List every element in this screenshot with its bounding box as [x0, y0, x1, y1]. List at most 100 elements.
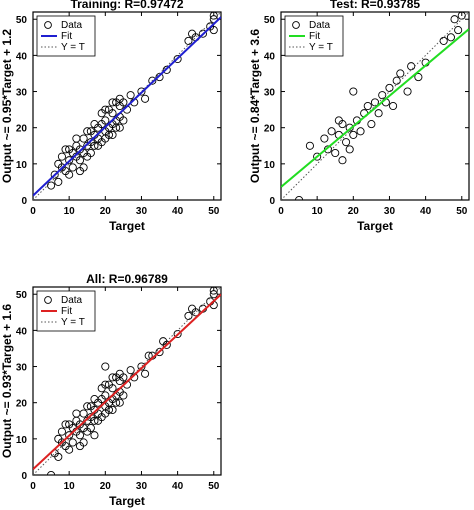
identity-line: [33, 287, 221, 475]
data-point: [101, 362, 110, 371]
data-point: [97, 109, 106, 118]
y-tick-label: 50: [16, 290, 28, 301]
legend-label: Fit: [309, 31, 320, 42]
data-point: [108, 130, 117, 139]
x-tick-label: 10: [64, 481, 76, 492]
data-point: [338, 156, 347, 165]
x-tick-label: 10: [64, 206, 76, 217]
data-point: [108, 373, 117, 382]
x-tick-label: 30: [384, 206, 396, 217]
data-point: [137, 362, 146, 371]
legend-label: Y = T: [309, 42, 333, 53]
x-tick-label: 20: [348, 206, 360, 217]
legend-label: Y = T: [61, 317, 85, 328]
data-point: [68, 163, 77, 172]
data-point: [331, 148, 340, 158]
data-point: [141, 94, 150, 103]
x-tick-label: 0: [30, 206, 36, 217]
y-tick-label: 10: [16, 435, 28, 446]
y-tick-label: 30: [16, 363, 28, 374]
x-tick-label: 20: [100, 206, 112, 217]
data-point: [126, 366, 135, 375]
plot-area: [33, 12, 221, 200]
data-point: [173, 54, 182, 64]
data-point: [389, 101, 398, 111]
regression-panel: 0 10 20 30 40 50 0 10 20 30 40 50 Test: R=0.93785 Tar…: [248, 0, 470, 233]
data-point: [446, 33, 455, 42]
plot-area: [33, 287, 221, 475]
legend-label: Data: [61, 295, 83, 306]
y-tick-label: 50: [264, 15, 276, 26]
data-point: [90, 141, 99, 150]
legend-label: Y = T: [61, 42, 85, 53]
data-point: [396, 69, 405, 78]
data-point: [54, 177, 63, 186]
data-point: [72, 409, 81, 418]
y-tick-label: 20: [264, 124, 276, 135]
data-point: [68, 438, 77, 447]
data-point: [57, 152, 66, 161]
legend-label: Fit: [61, 31, 72, 42]
data-point: [65, 170, 74, 179]
data-point: [61, 145, 70, 154]
y-tick-label: 40: [16, 326, 28, 337]
data-point: [47, 470, 56, 475]
data-point: [313, 152, 322, 161]
data-point: [54, 159, 63, 168]
data-point: [75, 167, 85, 176]
data-point: [90, 431, 99, 440]
data-point: [83, 402, 92, 411]
data-point: [342, 138, 351, 147]
y-tick-label: 10: [264, 160, 276, 171]
data-point: [101, 409, 110, 418]
x-tick-label: 30: [136, 481, 148, 492]
x-tick-label: 20: [100, 481, 112, 492]
data-point: [414, 73, 423, 82]
data-point: [83, 127, 92, 136]
data-point: [108, 405, 117, 414]
x-tick-label: 10: [312, 206, 324, 217]
y-axis-label: Output ~= 0.93*Target + 1.6: [0, 304, 14, 458]
legend-label: Data: [61, 20, 83, 31]
data-point: [75, 156, 85, 165]
x-tick-label: 50: [208, 481, 220, 492]
data-point: [86, 148, 95, 158]
data-point: [188, 29, 197, 38]
data-point: [137, 87, 146, 96]
regression-panel: 0 10 20 30 40 50 0 10 20 30 40 50 All: R=0.96789 Targ…: [0, 272, 222, 508]
data-point: [450, 15, 459, 24]
legend-label: Data: [309, 20, 331, 31]
y-tick-label: 40: [264, 51, 276, 62]
data-point: [305, 141, 314, 150]
data-point: [327, 127, 336, 136]
data-point: [173, 329, 182, 339]
identity-line: [33, 12, 221, 200]
y-tick-label: 10: [16, 160, 28, 171]
regression-panel: 0 10 20 30 40 50 0 10 20 30 40 50 Training: R=0.9747…: [0, 0, 222, 233]
data-point: [101, 134, 110, 143]
data-point: [101, 391, 110, 400]
data-point: [370, 98, 380, 107]
data-point: [188, 304, 197, 313]
data-point: [349, 130, 358, 139]
y-tick-label: 20: [16, 399, 28, 410]
data-point: [86, 423, 95, 433]
data-point: [94, 416, 103, 425]
identity-line: [281, 12, 469, 200]
y-tick-label: 0: [21, 196, 27, 207]
data-point: [141, 369, 150, 378]
data-point: [75, 442, 85, 451]
data-point: [112, 123, 121, 132]
x-tick-label: 0: [30, 481, 36, 492]
x-tick-label: 0: [278, 206, 284, 217]
data-point: [97, 384, 106, 393]
data-point: [126, 91, 135, 100]
x-tick-label: 40: [420, 206, 432, 217]
data-point: [374, 109, 383, 118]
data-point: [148, 76, 157, 85]
y-axis-label: Output ~= 0.84*Target + 3.6: [248, 29, 262, 183]
